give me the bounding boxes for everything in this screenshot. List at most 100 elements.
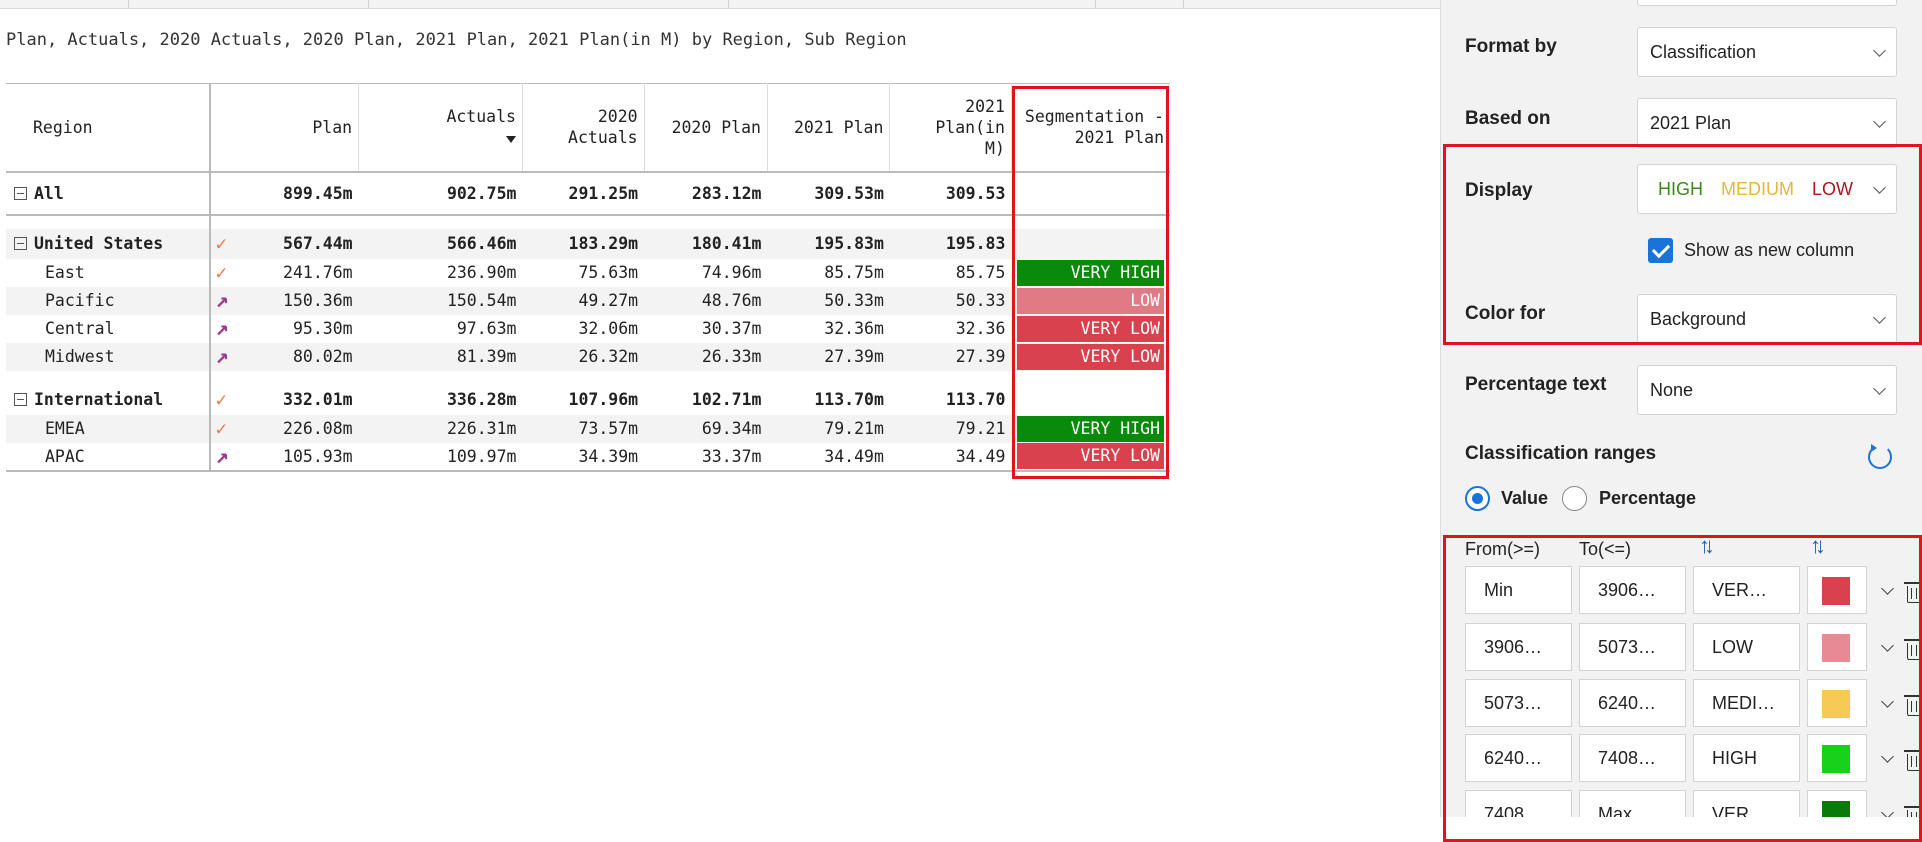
row-name: EMEA [6, 414, 212, 443]
display-dropdown[interactable]: HIGH MEDIUM LOW [1637, 164, 1897, 214]
table-row[interactable]: Pacific ↗ 150.36m 150.54m 49.27m 48.76m … [6, 286, 1170, 315]
header-2020-actuals-label: 2020 Actuals [568, 107, 638, 148]
sort-name-icon[interactable]: ↑↓ [1699, 533, 1715, 558]
header-2021-plan-m[interactable]: 2021 Plan(in M) [889, 83, 1012, 173]
cell-plan: 899.45m [244, 171, 359, 216]
range-color-picker[interactable] [1807, 623, 1867, 671]
tab-stub[interactable] [369, 0, 729, 9]
percentage-radio[interactable] [1562, 486, 1587, 511]
cell-2020-plan: 33.37m [644, 442, 768, 472]
sort-color-icon[interactable]: ↑↓ [1810, 533, 1826, 558]
based-on-value: 2021 Plan [1650, 112, 1732, 133]
cell-2020-actuals: 183.29m [522, 228, 645, 259]
top-tab-strip [0, 0, 1440, 9]
range-color-picker[interactable] [1807, 566, 1867, 614]
cell-2020-plan: 30.37m [701, 319, 762, 338]
chevron-down-icon[interactable] [1881, 639, 1894, 652]
range-from-input[interactable]: 5073… [1465, 679, 1572, 727]
display-label: Display [1465, 180, 1533, 201]
header-region[interactable]: Region [6, 83, 212, 173]
previous-dropdown[interactable] [1637, 0, 1897, 6]
range-to-input[interactable]: 5073… [1579, 623, 1686, 671]
percentage-radio-label[interactable]: Percentage [1599, 488, 1697, 508]
collapse-icon[interactable] [14, 393, 27, 406]
header-2020-plan[interactable]: 2020 Plan [644, 83, 768, 173]
trash-icon[interactable] [1904, 750, 1922, 771]
based-on-dropdown[interactable]: 2021 Plan [1637, 98, 1897, 148]
display-value-medium: MEDIUM [1721, 178, 1794, 199]
percentage-text-dropdown[interactable]: None [1637, 365, 1897, 415]
range-to-input[interactable]: 3906… [1579, 566, 1686, 614]
chevron-down-icon[interactable] [1881, 582, 1894, 595]
color-for-dropdown[interactable]: Background [1637, 294, 1897, 344]
chevron-down-icon[interactable] [1881, 695, 1894, 708]
trash-icon[interactable] [1904, 695, 1922, 716]
percentage-text-label: Percentage text [1465, 374, 1607, 395]
kpi-cell: ↗ [210, 342, 245, 371]
cell-2021-plan-m: 195.83 [889, 228, 1012, 259]
range-to-input[interactable]: 6240… [1579, 679, 1686, 727]
color-swatch [1822, 634, 1850, 662]
range-color-picker[interactable] [1807, 734, 1867, 782]
format-by-label: Format by [1465, 36, 1557, 57]
cell-plan: 567.44m [244, 228, 359, 259]
tab-stub[interactable] [729, 0, 1096, 9]
check-icon: ✓ [215, 417, 227, 440]
collapse-icon[interactable] [14, 186, 27, 200]
header-2021-plan[interactable]: 2021 Plan [767, 83, 891, 173]
table-row[interactable]: APAC ↗ 105.93m 109.97m 34.39m 33.37m 34.… [6, 442, 1170, 472]
table-row[interactable]: United States ✓ 567.44m 566.46m 183.29m … [6, 228, 1170, 259]
cell-segmentation: VERY LOW [1011, 342, 1170, 371]
collapse-icon[interactable] [14, 237, 27, 250]
range-from-input[interactable]: 3906… [1465, 623, 1572, 671]
reset-icon[interactable] [1868, 444, 1892, 469]
trash-icon[interactable] [1904, 582, 1922, 603]
header-2020-actuals[interactable]: 2020 Actuals [522, 83, 645, 173]
cell-2021-plan: 113.70m [814, 390, 884, 409]
header-plan-label: Plan [312, 117, 353, 137]
header-plan[interactable]: Plan [210, 83, 360, 173]
cell-segmentation: VERY HIGH [1011, 259, 1170, 287]
cell-2020-actuals: 26.32m [522, 342, 645, 371]
from-header: From(>=) [1465, 539, 1541, 559]
trash-icon[interactable] [1904, 639, 1922, 660]
arrow-up-right-icon: ↗ [215, 288, 229, 313]
range-name-input[interactable]: MEDI… [1693, 679, 1800, 727]
range-name-input[interactable]: LOW [1693, 623, 1800, 671]
format-by-dropdown[interactable]: Classification [1637, 27, 1897, 77]
chevron-down-icon[interactable] [1881, 750, 1894, 763]
cell-2020-actuals: 73.57m [522, 414, 645, 443]
value-radio[interactable] [1465, 486, 1490, 511]
range-from-input[interactable]: 6240… [1465, 734, 1572, 782]
table-row[interactable]: EMEA ✓ 226.08m 226.31m 73.57m 69.34m 79.… [6, 414, 1170, 443]
tab-stub[interactable] [129, 0, 369, 9]
range-name-input[interactable]: VER… [1693, 566, 1800, 614]
cell-segmentation [1011, 385, 1170, 415]
header-actuals-label: Actuals [446, 107, 516, 127]
cell-plan: 80.02m [244, 342, 359, 371]
kpi-cell: ✓ [210, 385, 244, 415]
header-actuals[interactable]: Actuals [358, 83, 523, 173]
cell-plan: 150.36m [244, 286, 359, 315]
cell-2020-actuals: 34.39m [522, 442, 645, 472]
range-to-input[interactable]: 7408… [1579, 734, 1686, 782]
table-row[interactable]: East ✓ 241.76m 236.90m 75.63m 74.96m 85.… [6, 258, 1170, 287]
cell-actuals: 150.54m [358, 286, 523, 315]
table-row[interactable]: International ✓ 332.01m 336.28m 107.96m … [6, 384, 1170, 415]
table-row[interactable]: Midwest ↗ 80.02m 81.39m 26.32m 26.33m 27… [6, 342, 1170, 371]
sort-desc-icon[interactable] [505, 136, 516, 144]
row-label: International [6, 384, 212, 415]
chevron-down-icon [1873, 181, 1886, 194]
range-color-picker[interactable] [1807, 679, 1867, 727]
report-caption: Plan, Actuals, 2020 Actuals, 2020 Plan, … [6, 30, 907, 50]
range-name-input[interactable]: HIGH [1693, 734, 1800, 782]
tab-stub[interactable] [0, 0, 129, 9]
show-as-new-column-label[interactable]: Show as new column [1684, 240, 1855, 260]
header-segmentation[interactable]: Segmentation - 2021 Plan [1011, 83, 1170, 173]
value-radio-label[interactable]: Value [1501, 488, 1549, 508]
tab-stub[interactable] [1096, 0, 1184, 9]
show-as-new-column-checkbox[interactable] [1648, 238, 1673, 263]
range-from-input[interactable]: Min [1465, 566, 1572, 614]
table-row[interactable]: Central ↗ 95.30m 97.63m 32.06m 30.37m 32… [6, 314, 1170, 343]
table-row[interactable]: All 899.45m 902.75m 291.25m 283.12m 309.… [6, 171, 1170, 216]
